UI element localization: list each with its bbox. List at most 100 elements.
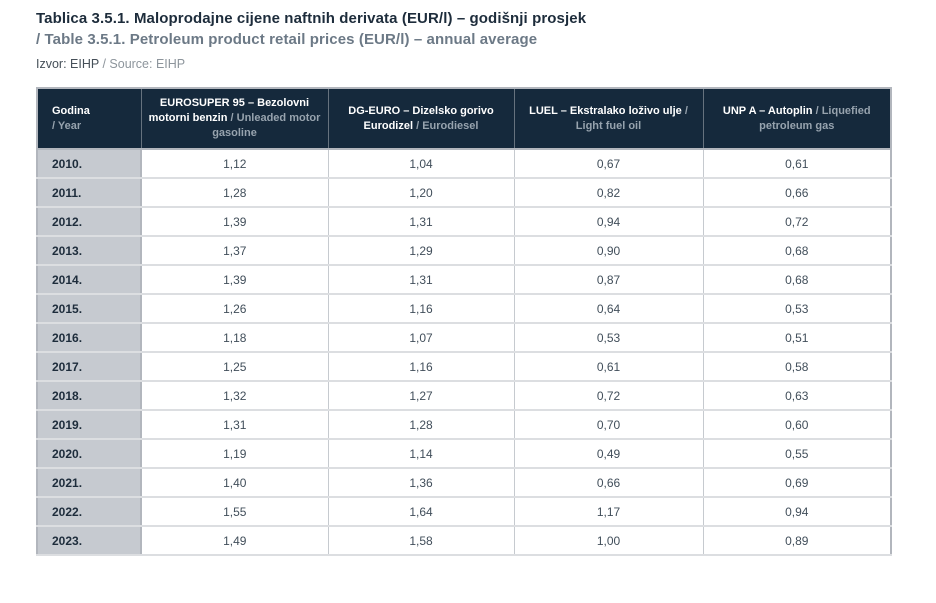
column-header-eurodiesel-hr: DG-EURO – Dizelsko gorivo Eurodizel (348, 104, 494, 132)
value-cell: 0,61 (513, 351, 704, 382)
column-header-eurodiesel-en: / Eurodiesel (416, 119, 479, 132)
table-row: 2022. 1,55 1,64 1,17 0,94 (36, 496, 892, 527)
value-cell: 1,37 (140, 235, 329, 266)
value-cell: 0,53 (513, 322, 704, 353)
prices-table: Godina / Year EUROSUPER 95 – Bezolovni mo… (36, 87, 892, 556)
year-cell: 2017. (36, 351, 142, 382)
value-cell: 0,61 (702, 148, 892, 179)
source-separator: / (98, 57, 110, 71)
year-cell: 2014. (36, 264, 142, 295)
column-header-eurosuper95: EUROSUPER 95 – Bezolovni motorni benzin … (140, 88, 329, 150)
table-row: 2013. 1,37 1,29 0,90 0,68 (36, 235, 892, 266)
column-header-year-en: / Year (52, 119, 82, 132)
header-row: Godina / Year EUROSUPER 95 – Bezolovni mo… (36, 88, 892, 150)
value-cell: 0,51 (702, 322, 892, 353)
year-cell: 2016. (36, 322, 142, 353)
column-header-eurosuper95-hr: EUROSUPER 95 – Bezolovni motorni benzin (148, 97, 310, 124)
table-row: 2016. 1,18 1,07 0,53 0,51 (36, 322, 892, 353)
value-cell: 0,49 (513, 438, 704, 469)
value-cell: 1,31 (327, 264, 515, 295)
value-cell: 1,36 (327, 467, 515, 498)
value-cell: 0,82 (513, 177, 704, 208)
table-row: 2019. 1,31 1,28 0,70 0,60 (36, 409, 892, 440)
value-cell: 1,25 (140, 351, 329, 382)
value-cell: 1,40 (140, 467, 329, 498)
table-row: 2017. 1,25 1,16 0,61 0,58 (36, 351, 892, 382)
table-row: 2018. 1,32 1,27 0,72 0,63 (36, 380, 892, 411)
year-cell: 2010. (36, 148, 142, 179)
year-cell: 2021. (36, 467, 142, 498)
value-cell: 1,16 (327, 293, 515, 324)
value-cell: 0,63 (702, 380, 892, 411)
year-cell: 2011. (36, 177, 142, 208)
column-header-year-hr: Godina (52, 104, 90, 117)
value-cell: 0,68 (702, 235, 892, 266)
value-cell: 1,14 (327, 438, 515, 469)
value-cell: 1,00 (513, 525, 704, 556)
column-header-lpg-hr: UNP A – Autoplin (722, 104, 813, 117)
table-title-english: / Table 3.5.1. Petroleum product retail … (36, 31, 538, 48)
column-header-light-fuel-oil-hr: LUEL – Ekstralako loživo ulje (529, 104, 682, 117)
value-cell: 1,26 (140, 293, 329, 324)
value-cell: 0,90 (513, 235, 704, 266)
value-cell: 1,64 (327, 496, 515, 527)
table-row: 2015. 1,26 1,16 0,64 0,53 (36, 293, 892, 324)
title-block: Tablica 3.5.1. Maloprodajne cijene naftn… (0, 0, 936, 72)
value-cell: 0,69 (702, 467, 892, 498)
column-header-year: Godina / Year (36, 88, 142, 150)
column-header-lpg-en: / Liquefied petroleum gas (759, 104, 871, 132)
table-header: Godina / Year EUROSUPER 95 – Bezolovni mo… (36, 88, 892, 150)
value-cell: 0,70 (513, 409, 704, 440)
value-cell: 1,55 (140, 496, 329, 527)
value-cell: 1,28 (140, 177, 329, 208)
value-cell: 0,89 (702, 525, 892, 556)
value-cell: 0,87 (513, 264, 704, 295)
year-cell: 2012. (36, 206, 142, 237)
value-cell: 0,64 (513, 293, 704, 324)
source-croatian: Izvor: EIHP (36, 57, 99, 71)
value-cell: 1,17 (513, 496, 704, 527)
year-cell: 2013. (36, 235, 142, 266)
value-cell: 0,67 (513, 148, 704, 179)
year-cell: 2020. (36, 438, 142, 469)
value-cell: 1,20 (327, 177, 515, 208)
year-cell: 2022. (36, 496, 142, 527)
column-header-eurodiesel: DG-EURO – Dizelsko gorivo Eurodizel / Eu… (327, 88, 515, 150)
table-row: 2021. 1,40 1,36 0,66 0,69 (36, 467, 892, 498)
column-header-eurosuper95-en: / Unleaded motor gasoline (212, 112, 321, 139)
value-cell: 0,68 (702, 264, 892, 295)
value-cell: 0,53 (702, 293, 892, 324)
year-cell: 2015. (36, 293, 142, 324)
value-cell: 0,72 (702, 206, 892, 237)
source-english: Source: EIHP (109, 57, 186, 71)
value-cell: 1,12 (140, 148, 329, 179)
value-cell: 1,19 (140, 438, 329, 469)
value-cell: 1,16 (327, 351, 515, 382)
table-row: 2014. 1,39 1,31 0,87 0,68 (36, 264, 892, 295)
column-header-lpg: UNP A – Autoplin / Liquefied petroleum g… (702, 88, 892, 150)
table-row: 2012. 1,39 1,31 0,94 0,72 (36, 206, 892, 237)
table-row: 2010. 1,12 1,04 0,67 0,61 (36, 148, 892, 179)
table-row: 2020. 1,19 1,14 0,49 0,55 (36, 438, 892, 469)
value-cell: 0,94 (513, 206, 704, 237)
table-body: 2010. 1,12 1,04 0,67 0,61 2011. 1,28 1,2… (36, 148, 892, 556)
source-line: Izvor: EIHP / Source: EIHP (36, 57, 916, 72)
value-cell: 0,60 (702, 409, 892, 440)
table-row: 2023. 1,49 1,58 1,00 0,89 (36, 525, 892, 556)
value-cell: 0,55 (702, 438, 892, 469)
year-cell: 2018. (36, 380, 142, 411)
value-cell: 1,31 (327, 206, 515, 237)
value-cell: 0,94 (702, 496, 892, 527)
value-cell: 1,27 (327, 380, 515, 411)
year-cell: 2023. (36, 525, 142, 556)
value-cell: 1,28 (327, 409, 515, 440)
year-cell: 2019. (36, 409, 142, 440)
value-cell: 1,04 (327, 148, 515, 179)
value-cell: 0,72 (513, 380, 704, 411)
value-cell: 1,39 (140, 206, 329, 237)
value-cell: 0,66 (702, 177, 892, 208)
value-cell: 1,31 (140, 409, 329, 440)
column-header-light-fuel-oil-en: / Light fuel oil (575, 104, 688, 132)
value-cell: 1,58 (327, 525, 515, 556)
